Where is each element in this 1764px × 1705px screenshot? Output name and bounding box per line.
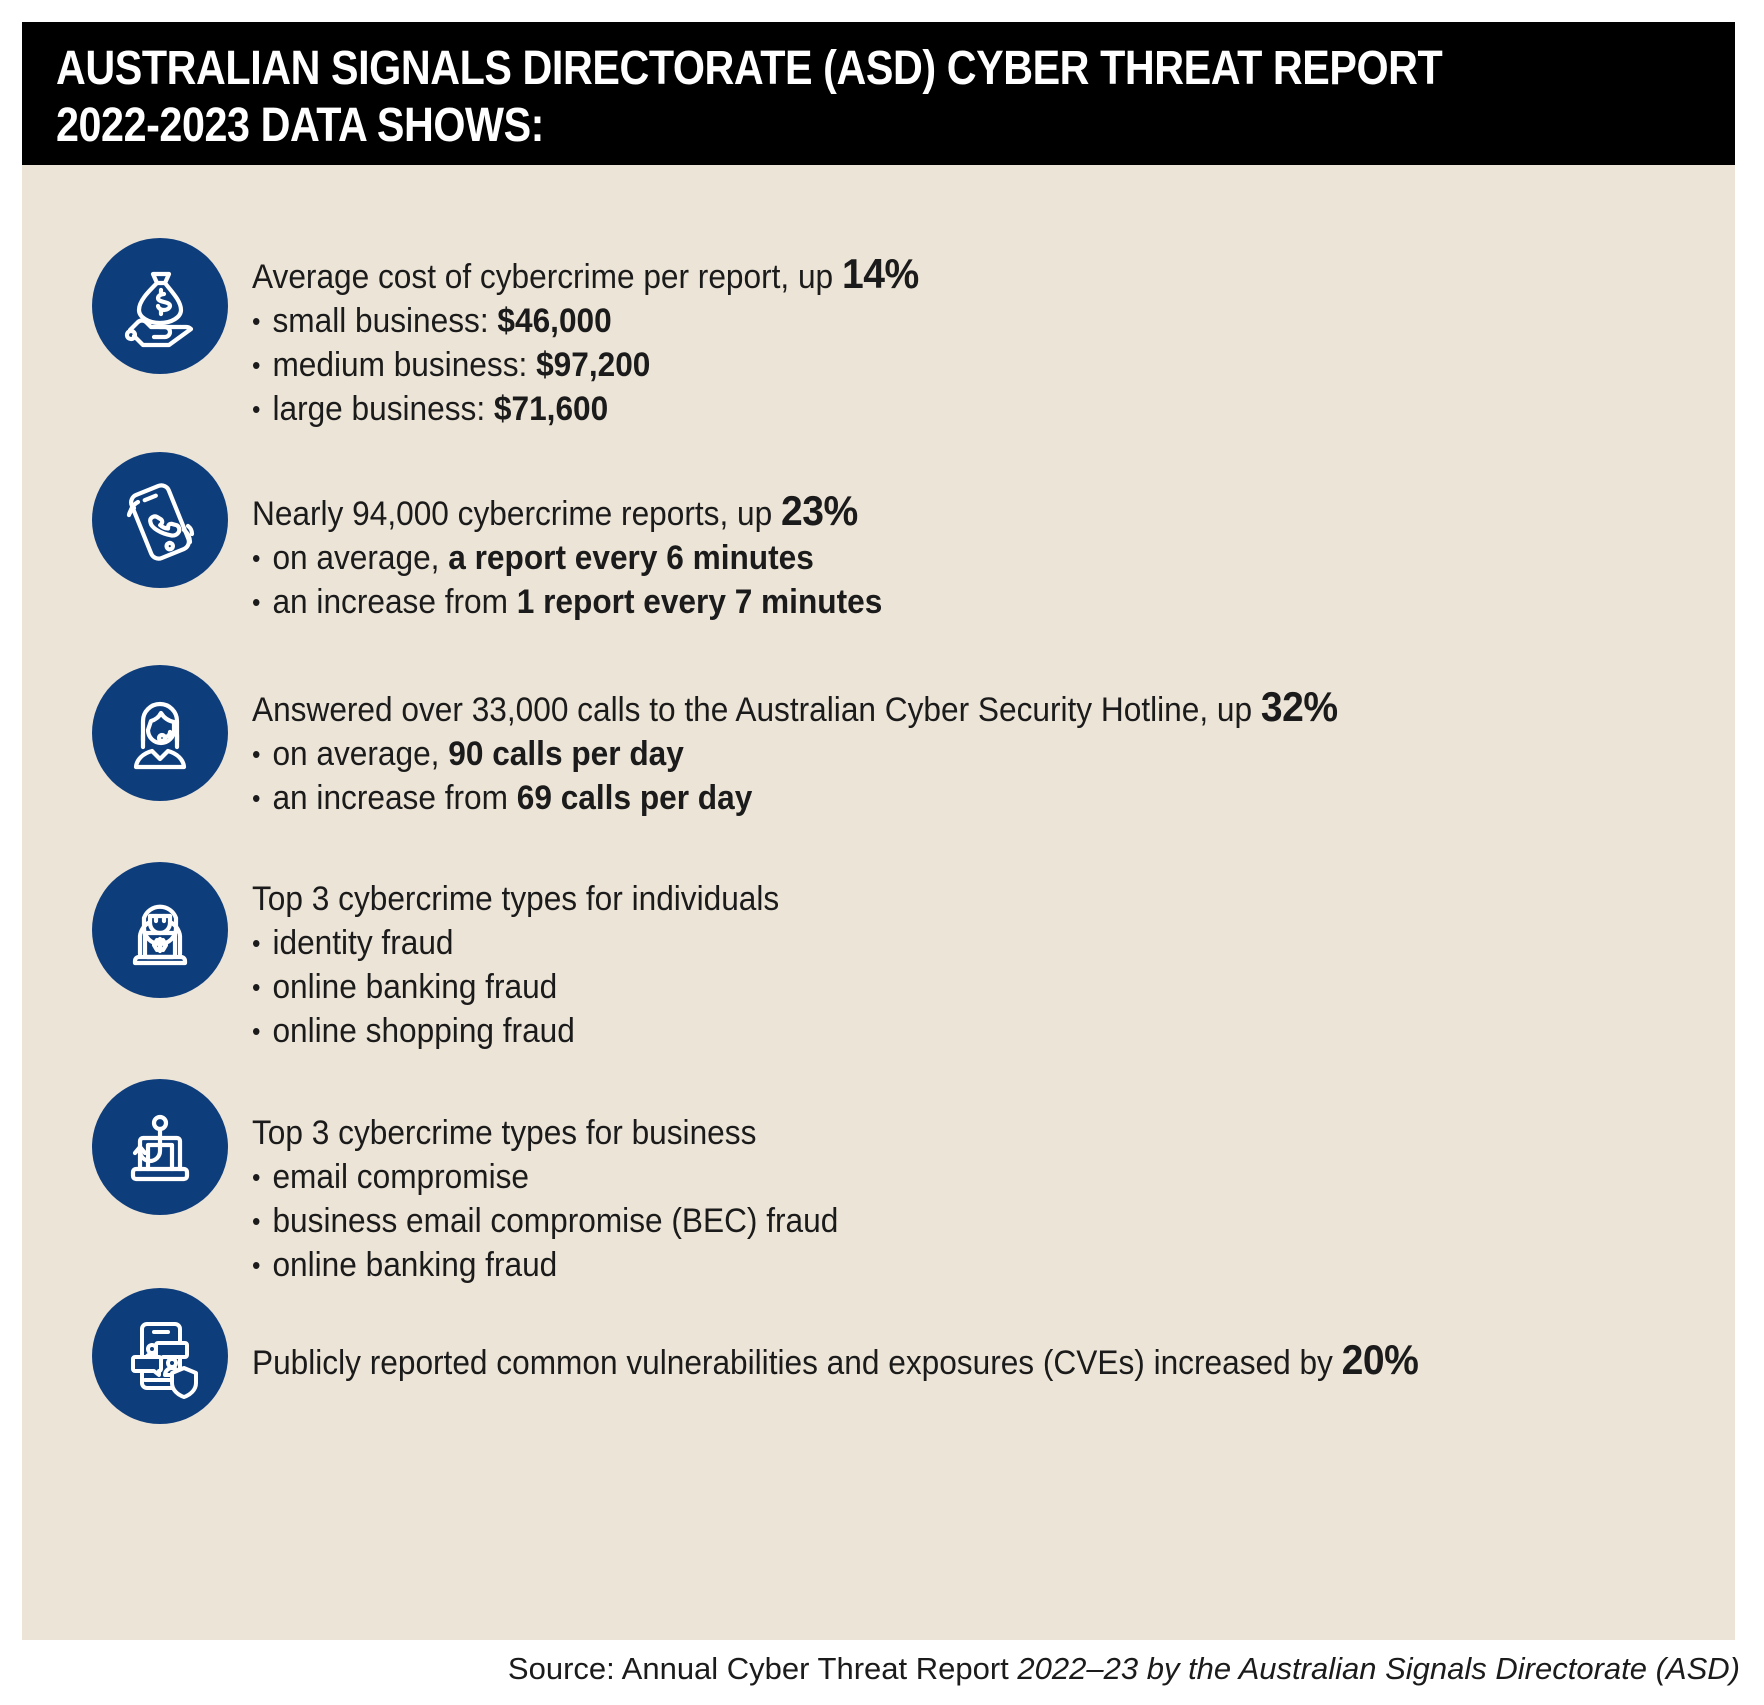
stat-lead-text: Top 3 cybercrime types for business: [252, 1114, 757, 1152]
list-item: business email compromise (BEC) fraud: [252, 1199, 838, 1243]
list-item: an increase from 69 calls per day: [252, 776, 1338, 820]
source-note: Source: Annual Cyber Threat Report 2022–…: [0, 1650, 1740, 1688]
source-prefix: Source: Annual Cyber Threat Report: [507, 1651, 1018, 1686]
list-item: online shopping fraud: [252, 1009, 779, 1053]
list-item: on average, a report every 6 minutes: [252, 536, 882, 580]
stat-text-hotline-calls: Answered over 33,000 calls to the Austra…: [252, 685, 1419, 820]
header-bar: AUSTRALIAN SIGNALS DIRECTORATE (ASD) CYB…: [22, 22, 1735, 165]
phishing-hook-laptop-icon: [92, 1079, 228, 1215]
list-item: medium business: $97,200: [252, 343, 919, 387]
stat-text-cybercrime-reports: Nearly 94,000 cybercrime reports, up 23%…: [252, 489, 930, 624]
stat-bullet-list: identity fraud online banking fraud onli…: [252, 921, 819, 1053]
stat-lead: Top 3 cybercrime types for individuals: [252, 874, 779, 921]
stat-lead-emphasis: 23%: [780, 487, 858, 534]
stat-lead-text: Publicly reported common vulnerabilities…: [252, 1344, 1342, 1382]
stat-text-cves: Publicly reported common vulnerabilities…: [252, 1338, 1506, 1385]
list-item: identity fraud: [252, 921, 779, 965]
source-citation: 2022–23 by the Australian Signals Direct…: [1017, 1651, 1740, 1686]
stat-lead-text: Nearly 94,000 cybercrime reports, up: [252, 495, 781, 533]
stat-lead-emphasis: 14%: [841, 250, 919, 297]
stat-lead: Nearly 94,000 cybercrime reports, up 23%: [252, 489, 882, 536]
list-item: large business: $71,600: [252, 387, 919, 431]
list-item: on average, 90 calls per day: [252, 732, 1338, 776]
list-item: online banking fraud: [252, 1243, 838, 1287]
hooded-hacker-laptop-icon: [92, 862, 228, 998]
stat-text-top3-business: Top 3 cybercrime types for business emai…: [252, 1108, 882, 1287]
page-title: AUSTRALIAN SIGNALS DIRECTORATE (ASD) CYB…: [56, 42, 1443, 152]
stat-lead-text: Top 3 cybercrime types for individuals: [252, 880, 780, 918]
headset-operator-icon: [92, 665, 228, 801]
money-bag-in-hand-icon: [92, 238, 228, 374]
ringing-phone-icon: [92, 452, 228, 588]
stat-text-top3-individuals: Top 3 cybercrime types for individuals i…: [252, 874, 819, 1053]
stat-lead-text: Answered over 33,000 calls to the Austra…: [252, 691, 1261, 729]
stat-lead-text: Average cost of cybercrime per report, u…: [252, 258, 842, 296]
stat-lead: Answered over 33,000 calls to the Austra…: [252, 685, 1338, 732]
list-item: small business: $46,000: [252, 299, 919, 343]
stat-text-average-cost: Average cost of cybercrime per report, u…: [252, 252, 969, 431]
stat-lead-emphasis: 20%: [1341, 1336, 1419, 1383]
list-item: an increase from 1 report every 7 minute…: [252, 580, 882, 624]
stat-bullet-list: on average, a report every 6 minutes an …: [252, 536, 930, 624]
stat-lead-emphasis: 32%: [1260, 683, 1338, 730]
stat-lead: Publicly reported common vulnerabilities…: [252, 1336, 1419, 1385]
mobile-chat-shield-icon: [92, 1288, 228, 1424]
stat-bullet-list: small business: $46,000 medium business:…: [252, 299, 969, 431]
stat-lead: Average cost of cybercrime per report, u…: [252, 252, 919, 299]
stat-bullet-list: on average, 90 calls per day an increase…: [252, 732, 1419, 820]
list-item: email compromise: [252, 1155, 838, 1199]
stat-lead: Top 3 cybercrime types for business: [252, 1108, 838, 1155]
list-item: online banking fraud: [252, 965, 779, 1009]
stat-bullet-list: email compromise business email compromi…: [252, 1155, 882, 1287]
